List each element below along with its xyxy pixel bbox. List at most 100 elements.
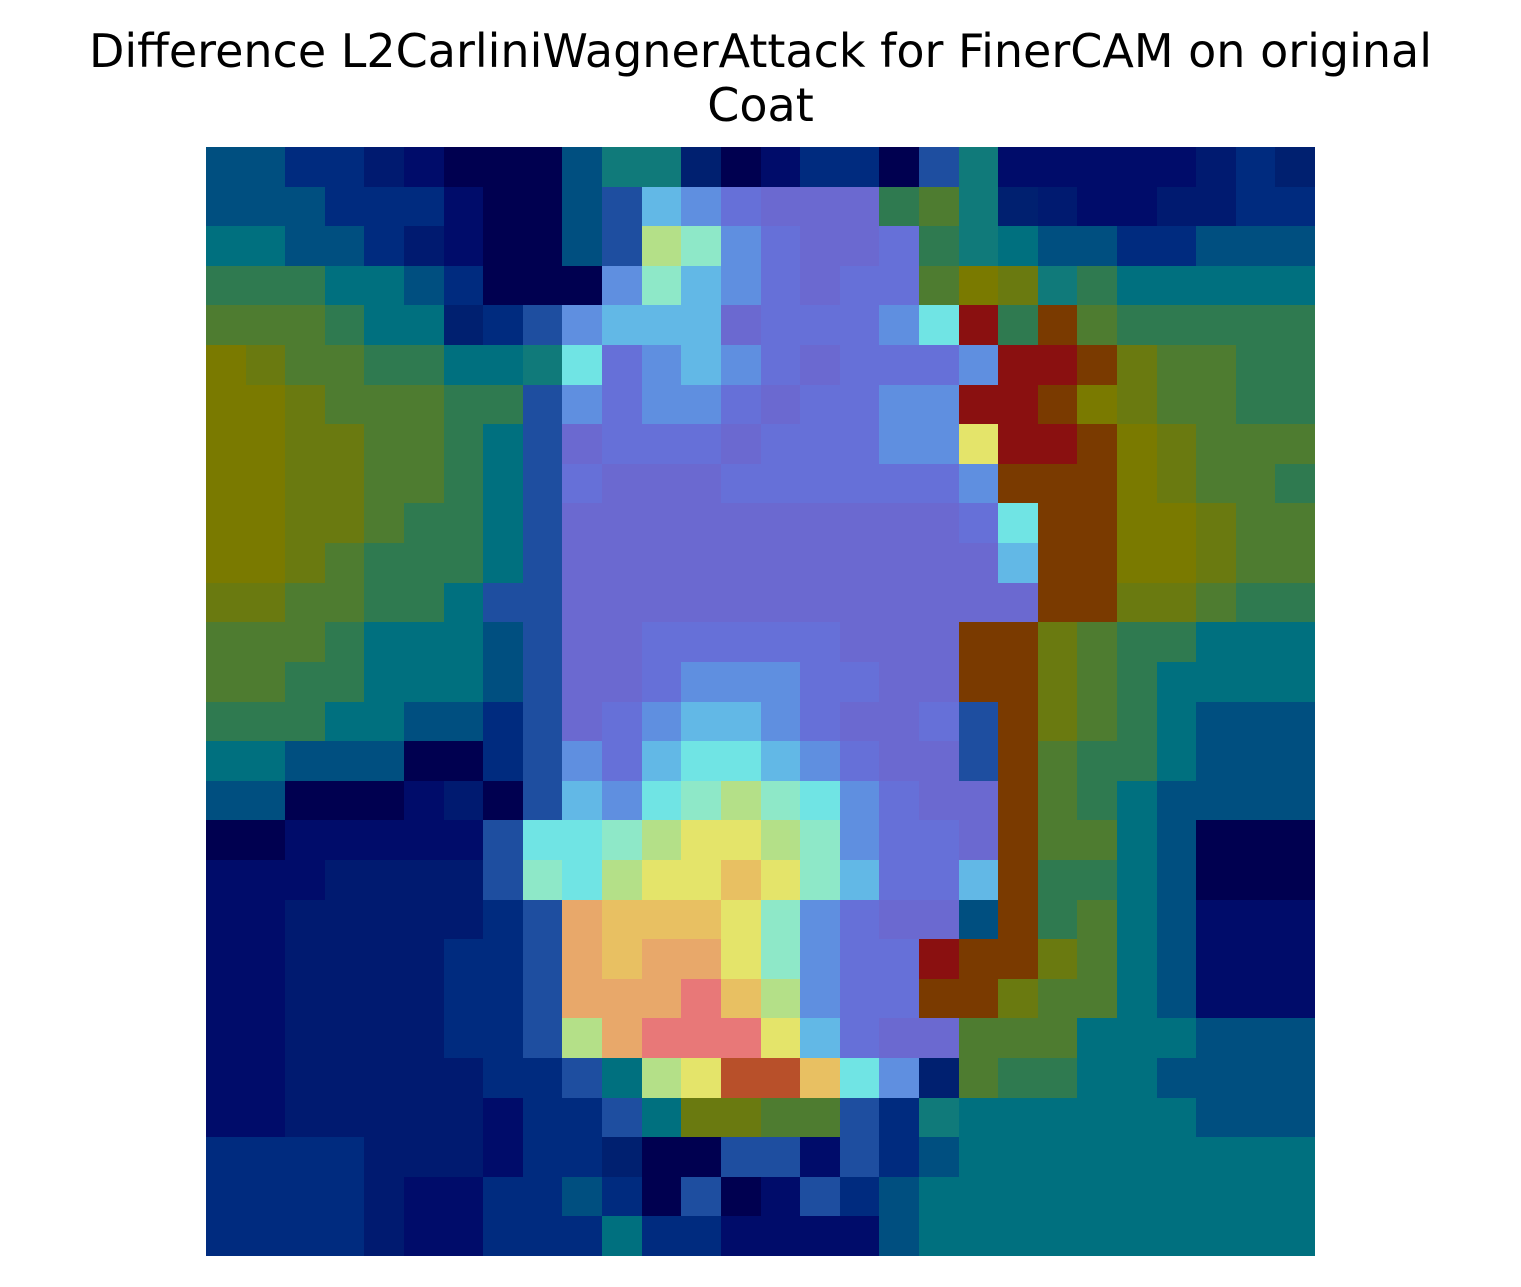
heatmap-cell xyxy=(879,622,919,662)
heatmap-cell xyxy=(1275,1176,1315,1217)
heatmap-cell xyxy=(1275,463,1315,504)
heatmap-cell xyxy=(681,1097,721,1138)
heatmap-cell xyxy=(1156,978,1197,1019)
heatmap-cell xyxy=(1077,226,1117,266)
heatmap-cell xyxy=(1275,661,1315,702)
heatmap-cell xyxy=(760,859,801,900)
heatmap-cell xyxy=(998,859,1038,900)
heatmap-cell xyxy=(760,345,801,385)
heatmap-cell xyxy=(364,1057,405,1098)
heatmap-cell xyxy=(1037,701,1078,742)
heatmap-cell xyxy=(760,503,801,544)
heatmap-cell xyxy=(641,384,682,425)
heatmap-cell xyxy=(364,622,405,662)
heatmap-cell xyxy=(1116,661,1157,702)
heatmap-cell xyxy=(720,1018,761,1058)
heatmap-cell xyxy=(681,622,721,662)
heatmap-cell xyxy=(483,1097,523,1138)
heatmap-cell xyxy=(998,265,1038,306)
heatmap-cell xyxy=(364,147,405,187)
heatmap-cell xyxy=(1077,463,1117,504)
heatmap-cell xyxy=(958,1018,999,1058)
heatmap-cell xyxy=(918,1018,959,1058)
heatmap-cell xyxy=(879,186,919,227)
heatmap-cell xyxy=(562,899,603,940)
heatmap-cell xyxy=(998,424,1038,464)
heatmap-cell xyxy=(245,1137,286,1177)
heatmap-cell xyxy=(364,820,405,860)
heatmap-cell xyxy=(1235,622,1276,662)
heatmap-cell xyxy=(1235,939,1276,979)
heatmap-cell xyxy=(245,622,286,662)
heatmap-cell xyxy=(522,424,563,464)
heatmap-cell xyxy=(562,424,603,464)
heatmap-cell xyxy=(324,463,365,504)
heatmap-cell xyxy=(1037,1176,1078,1217)
heatmap-cell xyxy=(1275,582,1315,623)
heatmap-cell xyxy=(1156,622,1197,662)
heatmap-cell xyxy=(1196,305,1236,346)
heatmap-cell xyxy=(562,1057,603,1098)
heatmap-cell xyxy=(324,899,365,940)
heatmap-cell xyxy=(1196,384,1236,425)
heatmap-cell xyxy=(760,186,801,227)
heatmap-cell xyxy=(1275,741,1315,781)
heatmap-cell xyxy=(958,543,999,583)
heatmap-cell xyxy=(681,859,721,900)
heatmap-cell xyxy=(720,978,761,1019)
heatmap-cell xyxy=(958,147,999,187)
heatmap-cell xyxy=(1275,1018,1315,1058)
heatmap-cell xyxy=(483,859,523,900)
heatmap-cell xyxy=(1037,424,1078,464)
heatmap-cell xyxy=(641,424,682,464)
heatmap-cell xyxy=(602,305,642,346)
heatmap-cell xyxy=(1037,384,1078,425)
heatmap-cell xyxy=(1196,147,1236,187)
heatmap-cell xyxy=(245,978,286,1019)
heatmap-cell xyxy=(800,1097,840,1138)
heatmap-cell xyxy=(958,1057,999,1098)
heatmap-cell xyxy=(602,1216,642,1256)
heatmap-cell xyxy=(879,741,919,781)
heatmap-cell xyxy=(760,1137,801,1177)
heatmap-cell xyxy=(641,1057,682,1098)
heatmap-cell xyxy=(562,463,603,504)
heatmap-cell xyxy=(245,345,286,385)
heatmap-cell xyxy=(681,701,721,742)
heatmap-cell xyxy=(443,780,484,821)
heatmap-cell xyxy=(324,1097,365,1138)
heatmap-cell xyxy=(443,622,484,662)
heatmap-cell xyxy=(483,622,523,662)
heatmap-cell xyxy=(324,424,365,464)
heatmap-cell xyxy=(1275,424,1315,464)
heatmap-cell xyxy=(285,424,325,464)
heatmap-cell xyxy=(998,463,1038,504)
heatmap-cell xyxy=(483,384,523,425)
heatmap-cell xyxy=(1037,265,1078,306)
heatmap-cell xyxy=(1037,1057,1078,1098)
heatmap-cell xyxy=(245,265,286,306)
heatmap-cell xyxy=(958,186,999,227)
heatmap-cell xyxy=(522,186,563,227)
heatmap-cell xyxy=(324,859,365,900)
heatmap-cell xyxy=(443,899,484,940)
heatmap-cell xyxy=(324,265,365,306)
heatmap-cell xyxy=(1116,582,1157,623)
heatmap-cell xyxy=(720,543,761,583)
heatmap-cell xyxy=(1196,226,1236,266)
heatmap-cell xyxy=(1037,226,1078,266)
heatmap-cell xyxy=(1077,622,1117,662)
heatmap-cell xyxy=(364,305,405,346)
heatmap-cell xyxy=(404,939,444,979)
heatmap-cell xyxy=(958,424,999,464)
heatmap-cell xyxy=(324,1216,365,1256)
heatmap-cell xyxy=(1116,622,1157,662)
heatmap-cell xyxy=(720,345,761,385)
heatmap-cell xyxy=(760,543,801,583)
heatmap-cell xyxy=(364,661,405,702)
heatmap-cell xyxy=(562,859,603,900)
heatmap-cell xyxy=(1037,503,1078,544)
heatmap-cell xyxy=(800,820,840,860)
heatmap-cell xyxy=(839,1137,880,1177)
heatmap-cell xyxy=(562,820,603,860)
